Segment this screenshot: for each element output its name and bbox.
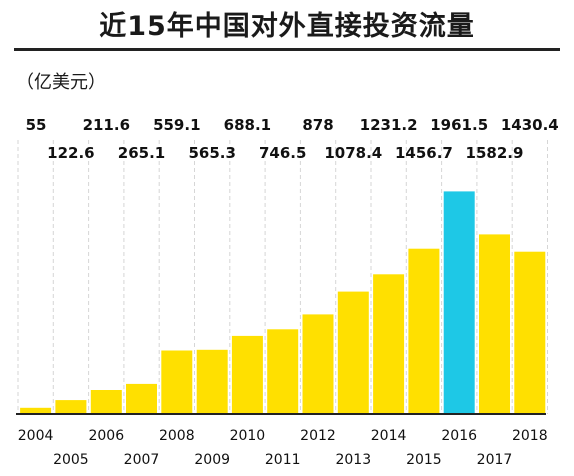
grid-lines [17, 140, 548, 414]
value-label-2016: 1961.5 [430, 116, 488, 134]
year-label-2011: 2011 [265, 452, 301, 468]
bar-2016 [443, 191, 475, 414]
bar-2012 [302, 314, 334, 414]
bar-2014 [373, 274, 405, 414]
bar-2011 [267, 329, 299, 414]
bar-2018 [514, 251, 546, 414]
value-label-2014: 1231.2 [360, 116, 418, 134]
value-label-2011: 746.5 [259, 144, 306, 162]
year-label-2017: 2017 [477, 452, 513, 468]
unit-label: （亿美元） [16, 72, 106, 93]
bar-2015 [408, 248, 440, 414]
bar-2017 [479, 234, 510, 414]
year-label-2004: 2004 [18, 428, 54, 444]
bar-2013 [337, 291, 369, 414]
value-label-2010: 688.1 [224, 116, 271, 134]
year-label-2009: 2009 [194, 452, 230, 468]
year-label-2012: 2012 [300, 428, 336, 444]
value-label-2009: 565.3 [188, 144, 235, 162]
value-label-2007: 265.1 [118, 144, 165, 162]
value-label-2005: 122.6 [47, 144, 94, 162]
bar-2005 [55, 400, 87, 414]
year-label-2013: 2013 [335, 452, 371, 468]
bar-2004 [20, 407, 52, 414]
year-label-2018: 2018 [512, 428, 548, 444]
year-label-2005: 2005 [53, 452, 89, 468]
chart-title: 近15年中国对外直接投资流量 [99, 11, 475, 42]
value-label-2015: 1456.7 [395, 144, 453, 162]
year-label-2008: 2008 [159, 428, 195, 444]
value-label-2017: 1582.9 [466, 144, 524, 162]
value-label-2004: 55 [26, 116, 47, 134]
value-label-2008: 559.1 [153, 116, 200, 134]
year-label-2016: 2016 [441, 428, 477, 444]
year-label-2014: 2014 [371, 428, 407, 444]
bar-2010 [231, 335, 263, 414]
value-label-2018: 1430.4 [501, 116, 559, 134]
year-label-2007: 2007 [124, 452, 160, 468]
year-label-2006: 2006 [88, 428, 124, 444]
bar-2007 [126, 383, 157, 414]
bar-2006 [90, 390, 122, 414]
year-label-2010: 2010 [230, 428, 266, 444]
value-label-2013: 1078.4 [324, 144, 382, 162]
title-divider [14, 48, 560, 51]
value-label-2006: 211.6 [83, 116, 130, 134]
value-label-2012: 878 [302, 116, 333, 134]
bars [20, 191, 546, 414]
bar-2008 [161, 350, 193, 414]
year-label-2015: 2015 [406, 452, 442, 468]
bar-2009 [196, 349, 228, 414]
